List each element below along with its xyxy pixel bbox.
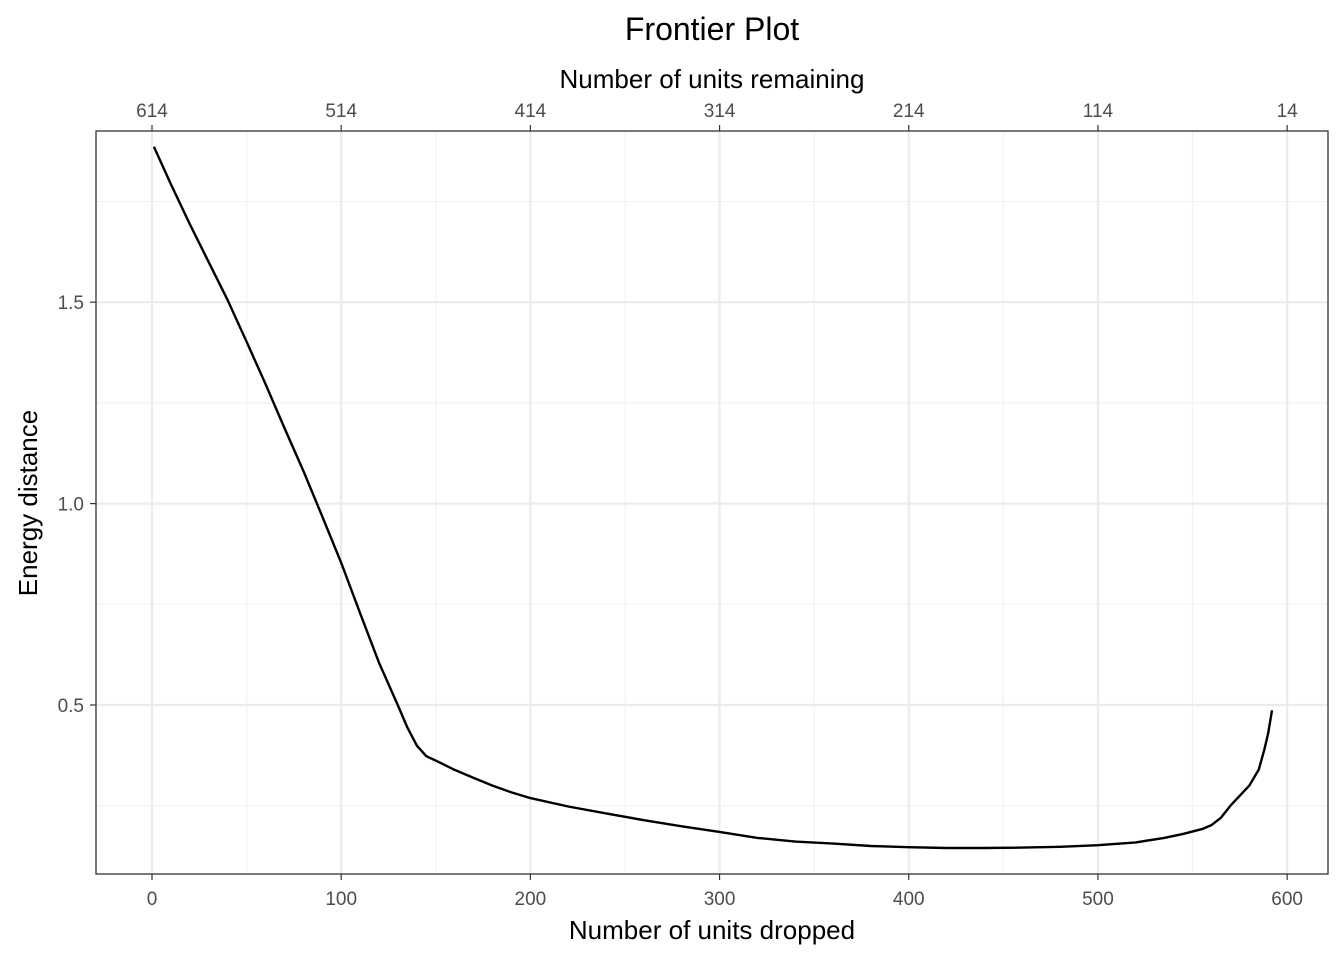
x-axis-title: Number of units dropped bbox=[569, 915, 855, 945]
x-tick-label: 500 bbox=[1082, 889, 1114, 910]
x-tick-label: 0 bbox=[147, 889, 158, 910]
panel-background bbox=[96, 131, 1328, 874]
x2-tick-label: 614 bbox=[136, 101, 168, 122]
x2-tick-label: 514 bbox=[325, 101, 357, 122]
y-tick-label: 1.5 bbox=[58, 293, 84, 314]
x2-tick-label: 14 bbox=[1277, 101, 1299, 122]
y-tick-label: 0.5 bbox=[58, 696, 84, 717]
axis-ticks: 0 100 200 300 400 500 600 614 514 414 314 214 114 14 0… bbox=[58, 101, 1303, 910]
x2-tick-label: 414 bbox=[515, 101, 547, 122]
series-line-0 bbox=[152, 146, 1274, 850]
series-layer bbox=[152, 146, 1274, 850]
x2-tick-label: 214 bbox=[893, 101, 925, 122]
x2-tick-label: 114 bbox=[1083, 101, 1114, 122]
x-tick-label: 200 bbox=[515, 889, 547, 910]
y-axis-title: Energy distance bbox=[13, 410, 43, 596]
chart-title: Frontier Plot bbox=[625, 11, 799, 47]
x2-axis-title: Number of units remaining bbox=[560, 64, 865, 94]
x-tick-label: 600 bbox=[1271, 889, 1303, 910]
x-tick-label: 300 bbox=[704, 889, 736, 910]
grid-lines bbox=[96, 131, 1328, 874]
x-tick-label: 400 bbox=[893, 889, 925, 910]
panel-border bbox=[95, 130, 1329, 875]
x2-tick-label: 314 bbox=[704, 101, 736, 122]
x-tick-label: 100 bbox=[325, 889, 357, 910]
y-tick-label: 1.0 bbox=[58, 495, 84, 516]
